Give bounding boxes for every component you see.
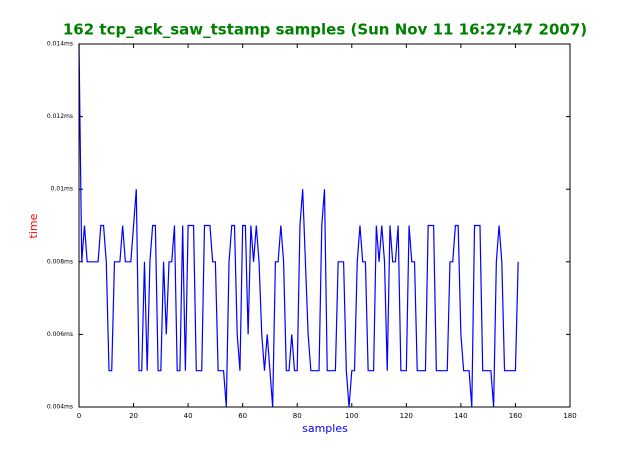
plot-frame [78,43,571,408]
x-tick-label: 120 [400,412,413,420]
y-axis-label: time [27,213,40,238]
x-tick-label: 80 [293,412,302,420]
x-tick-label: 20 [129,412,138,420]
x-tick-label: 180 [563,412,576,420]
x-tick-label: 60 [238,412,247,420]
x-tick-label: 40 [184,412,193,420]
x-tick-label: 140 [454,412,467,420]
x-tick-label: 0 [77,412,81,420]
y-tick-label: 0.006ms [47,331,73,338]
y-tick-label: 0.01ms [51,186,73,193]
y-tick-label: 0.004ms [47,404,73,411]
y-tick-label: 0.014ms [47,41,73,48]
data-line [78,43,519,408]
chart-title: 162 tcp_ack_saw_tstamp samples (Sun Nov … [63,21,587,39]
y-tick-label: 0.008ms [47,258,73,265]
x-axis-label: samples [302,422,348,435]
x-tick-label: 100 [345,412,358,420]
y-tick-label: 0.012ms [47,113,73,120]
x-tick-label: 160 [509,412,522,420]
